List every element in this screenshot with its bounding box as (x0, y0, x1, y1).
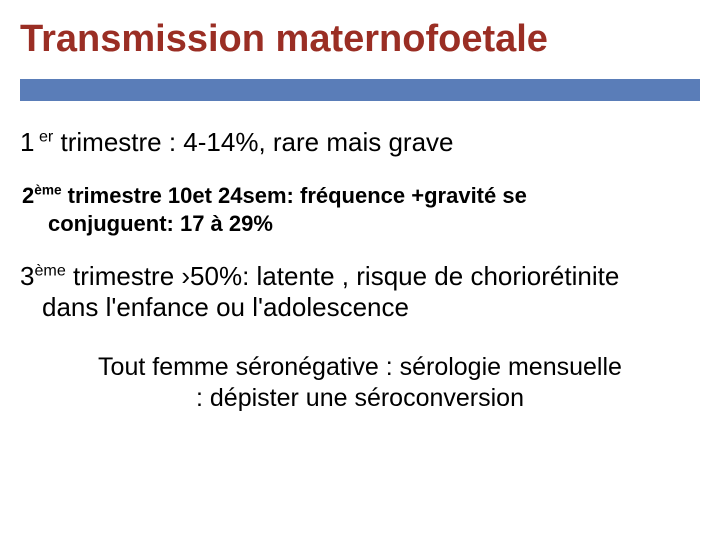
p3-line1: trimestre ›50%: latente , risque de chor… (66, 261, 619, 291)
p1-sup: er (34, 127, 53, 145)
para-4: Tout femme séronégative : sérologie mens… (20, 352, 700, 415)
p1-rest: trimestre : 4-14%, rare mais grave (53, 127, 453, 157)
p3-prefix: 3 (20, 261, 34, 291)
p4-line2: : dépister une séroconversion (196, 384, 524, 412)
p2-line2: conjuguent: 17 à 29% (22, 210, 700, 238)
slide: Transmission maternofoetale 1 er trimest… (0, 0, 720, 540)
p3-sup: ème (34, 262, 65, 280)
para-1: 1 er trimestre : 4-14%, rare mais grave (20, 127, 700, 158)
p2-sup: ème (34, 183, 61, 198)
p1-prefix: 1 (20, 127, 34, 157)
p2-prefix: 2 (22, 183, 34, 208)
slide-title: Transmission maternofoetale (20, 18, 700, 61)
p4-line1: Tout femme séronégative : sérologie mens… (98, 353, 622, 381)
para-3: 3ème trimestre ›50%: latente , risque de… (20, 261, 700, 323)
p2-line1: trimestre 10et 24sem: fréquence +gravité… (62, 183, 527, 208)
para-2: 2ème trimestre 10et 24sem: fréquence +gr… (20, 182, 700, 237)
p3-line2: dans l'enfance ou l'adolescence (20, 292, 700, 323)
accent-bar (20, 79, 700, 101)
